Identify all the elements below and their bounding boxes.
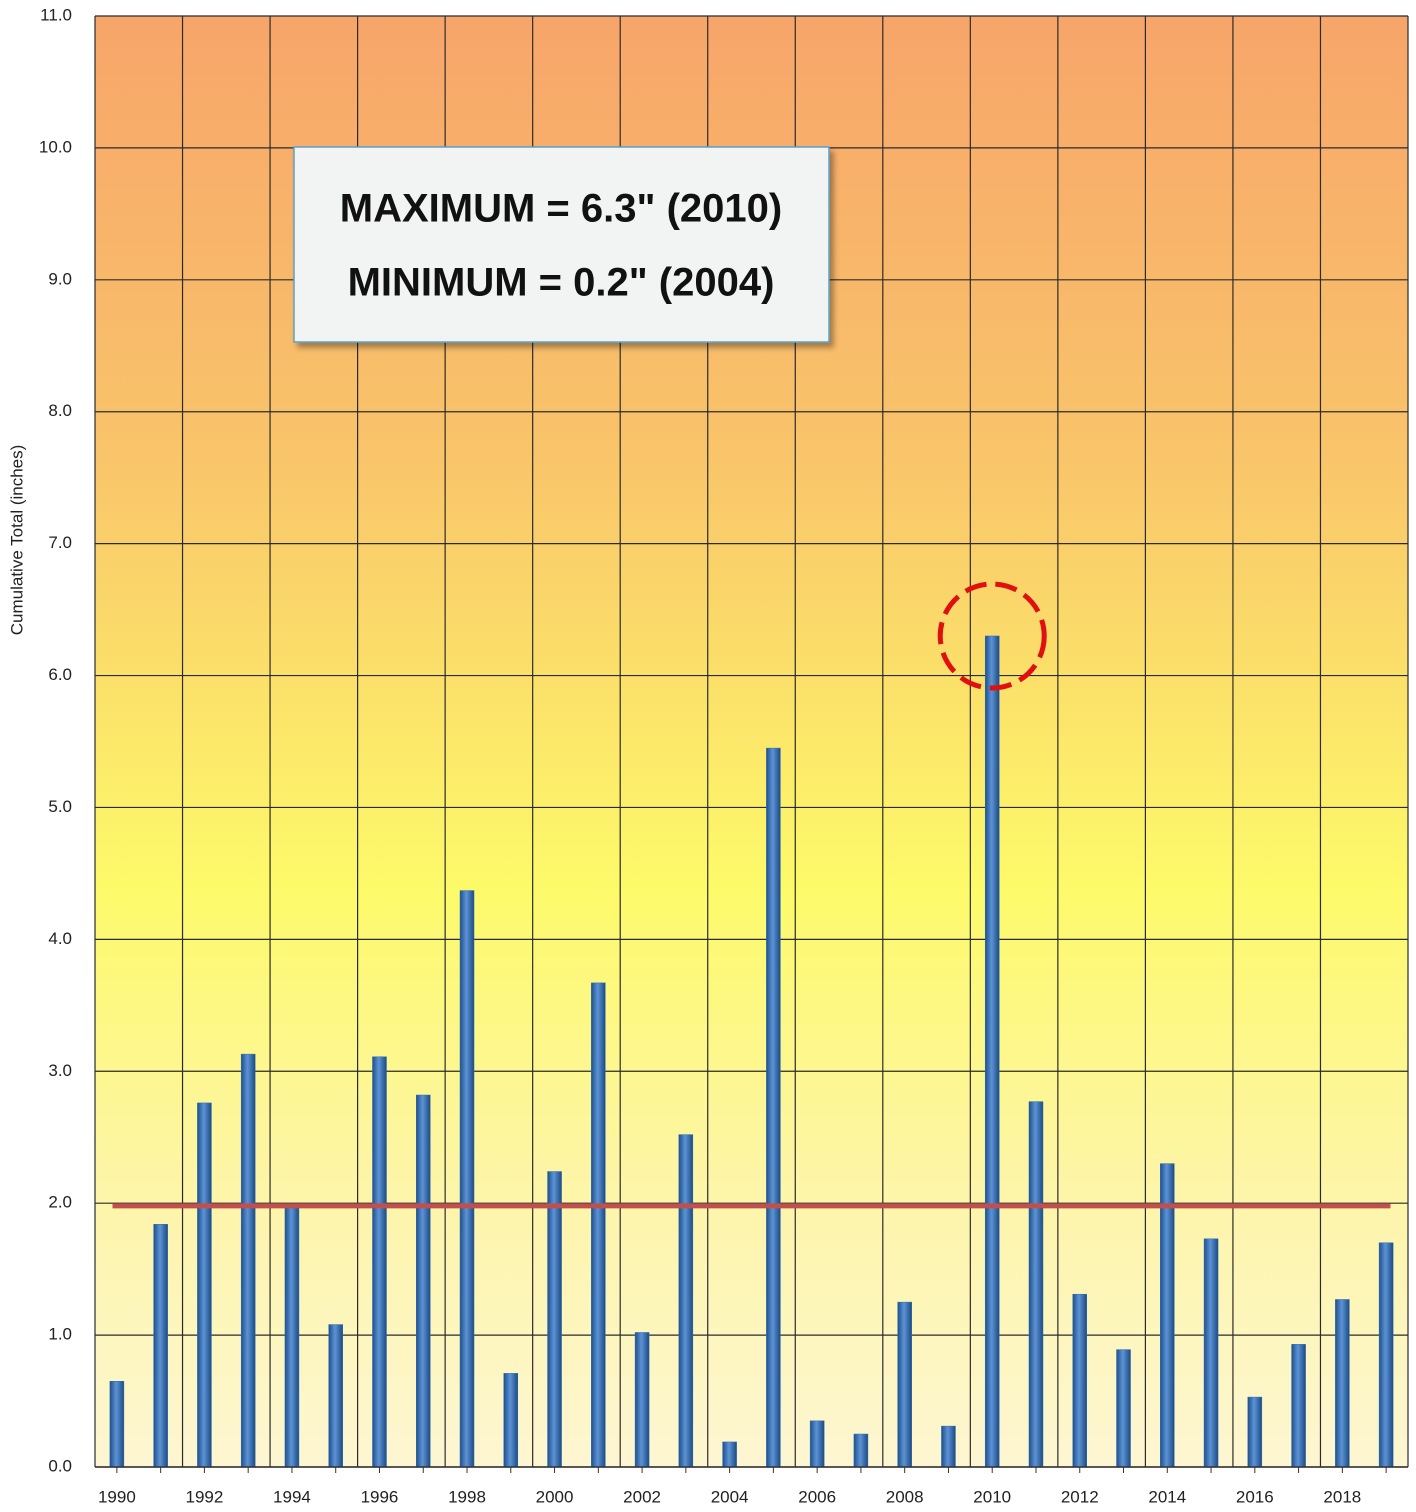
x-tick-label: 2018 [1323, 1487, 1361, 1506]
y-tick-label: 11.0 [40, 5, 72, 24]
bar [1247, 1396, 1263, 1468]
y-tick-label: 7.0 [48, 533, 72, 552]
bar [197, 1102, 212, 1468]
x-tick-label: 2016 [1236, 1487, 1274, 1506]
y-tick-label: 3.0 [48, 1061, 72, 1080]
bar [1378, 1242, 1394, 1468]
y-tick-label: 8.0 [48, 401, 72, 420]
bar [459, 890, 475, 1468]
bar [153, 1224, 168, 1468]
x-tick-label: 2012 [1061, 1487, 1099, 1506]
bar [1160, 1163, 1175, 1468]
y-tick-label: 9.0 [48, 269, 72, 288]
bar [853, 1433, 869, 1468]
bar [897, 1301, 912, 1468]
x-tick-label: 1996 [361, 1487, 399, 1506]
x-tick-label: 1992 [186, 1487, 224, 1506]
x-tick-label: 2010 [973, 1487, 1011, 1506]
bar [809, 1420, 825, 1468]
bar [284, 1206, 300, 1468]
x-tick-label: 1998 [448, 1487, 486, 1506]
x-tick-label: 2002 [623, 1487, 661, 1506]
bar [941, 1425, 956, 1468]
x-tick-label: 2008 [886, 1487, 924, 1506]
bar [1291, 1344, 1306, 1468]
bar [1072, 1293, 1087, 1468]
bar [678, 1134, 694, 1468]
bar [416, 1094, 431, 1468]
annotation-box [293, 146, 830, 343]
bar [372, 1056, 387, 1468]
bar [328, 1324, 343, 1468]
y-axis-label: Cumulative Total (inches) [7, 445, 26, 636]
annotation: MAXIMUM = 6.3" (2010) [340, 187, 782, 231]
x-tick-label: 1990 [98, 1487, 136, 1506]
y-tick-label: 0.0 [48, 1456, 72, 1475]
bar [634, 1332, 650, 1468]
bar [547, 1171, 562, 1468]
y-tick-label: 5.0 [48, 797, 72, 816]
bar [240, 1053, 256, 1468]
bar [1335, 1299, 1350, 1468]
annotation: MINIMUM = 0.2" (2004) [348, 261, 775, 305]
y-tick-label: 4.0 [48, 929, 72, 948]
bar [503, 1373, 519, 1468]
bar [722, 1441, 737, 1468]
x-tick-label: 2014 [1148, 1487, 1186, 1506]
bar [766, 747, 781, 1468]
x-tick-label: 2006 [798, 1487, 836, 1506]
y-tick-label: 10.0 [39, 137, 72, 156]
bar [1116, 1349, 1131, 1468]
x-tick-label: 2000 [536, 1487, 574, 1506]
bar [591, 982, 606, 1468]
x-tick-label: 1994 [273, 1487, 311, 1506]
y-tick-label: 1.0 [48, 1325, 72, 1344]
y-tick-label: 2.0 [48, 1193, 72, 1212]
bar [984, 635, 1000, 1468]
bar [109, 1381, 125, 1468]
x-tick-label: 2004 [711, 1487, 749, 1506]
y-tick-label: 6.0 [48, 665, 72, 684]
highlight-circle [937, 581, 1047, 691]
bar [1203, 1238, 1219, 1468]
bar [1028, 1101, 1044, 1468]
